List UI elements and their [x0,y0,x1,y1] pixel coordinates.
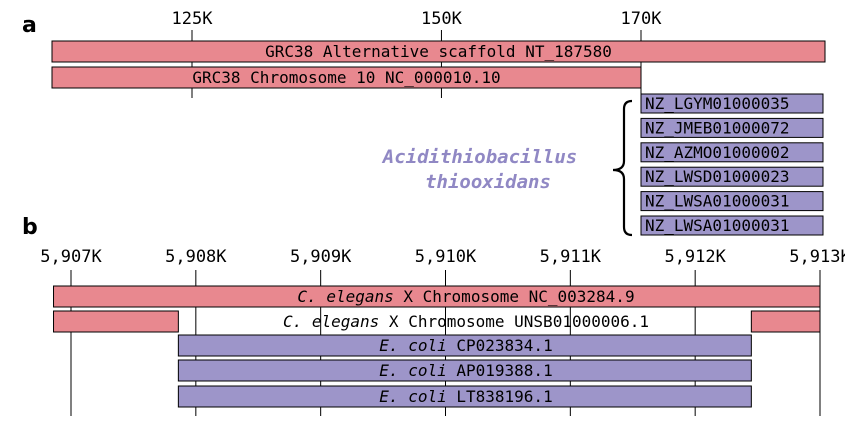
panel-b: b C. elegans X Chromosome NC_003284.9C. … [22,215,845,416]
panel-b-tick-label-3: 5,910K [415,247,477,267]
panel-a-contig-label-2: NZ_AZMO01000002 [645,143,790,162]
panel-b-tick-label-2: 5,909K [290,247,352,267]
species-brace [612,99,633,237]
panel-a-contig-2 [640,142,824,163]
panel-a-label: a [22,13,37,38]
panel-b-bar-label-italic-0: C. elegans [297,287,393,306]
panel-b-bar-4-segment-0 [177,385,752,408]
panel-b-tick-label-5: 5,912K [664,247,726,267]
panel-a-tick-label-0: 125K [172,9,214,29]
panel-b-bar-label-italic-1: C. elegans [283,312,379,331]
panel-a-bars: GRC38 Alternative scaffold NT_187580 GRC3… [51,40,826,89]
panel-a-contig-label-3: NZ_LWSD01000023 [645,167,790,186]
panel-b-bar-label-rest-2: CP023834.1 [447,336,553,355]
panel-a-contig-label-1: NZ_JMEB01000072 [645,118,790,137]
panel-b-bar-label-rest-4: LT838196.1 [447,387,553,406]
panel-b-bar-label-2: E. coli CP023834.1 [379,336,552,355]
species-name-line-1: Acidithiobacillus [381,146,577,168]
panel-b-bar-label-0: C. elegans X Chromosome NC_003284.9 [297,287,634,306]
panel-b-tick-label-1: 5,908K [165,247,227,267]
panel-a-contig-label-0: NZ_LGYM01000035 [645,94,790,113]
panel-b-bar-3-segment-0 [177,359,752,382]
panel-a-contig-label-4: NZ_LWSA01000031 [645,192,790,211]
panel-a-contig-label-5: NZ_LWSA01000031 [645,216,790,235]
species-name-line-2: thiooxidans [425,171,551,193]
panel-b-tick-label-4: 5,911K [540,247,602,267]
panel-b-bar-label-rest-3: AP019388.1 [447,361,553,380]
panel-b-bar-label-italic-4: E. coli [379,387,446,406]
panel-a-contig-4 [640,191,824,212]
panel-b-bar-label-italic-2: E. coli [379,336,446,355]
panel-b-tick-label-0: 5,907K [40,247,102,267]
panel-a-contig-3 [640,166,824,187]
panel-a-tick-label-1: 150K [421,9,463,29]
panel-b-bar-label-3: E. coli AP019388.1 [379,361,552,380]
panel-b-bar-2-segment-0 [177,334,752,357]
panel-b-bar-label-italic-3: E. coli [379,361,446,380]
panel-b-bar-label-4: E. coli LT838196.1 [379,387,552,406]
panel-b-tick-labels: 5,907K 5,908K 5,909K 5,910K 5,911K 5,912K 5,91… [40,247,845,267]
panel-a-contig-0 [640,93,824,114]
panel-a-contig-5 [640,215,824,236]
panel-b-bar-1-segment-0 [53,310,179,333]
panel-b-tick-label-6: 5,913K [789,247,845,267]
panel-a-bar-0-segment-0 [51,40,826,63]
panel-b-bar-0-segment-0 [53,285,821,308]
panel-a-bar-label-1: GRC38 Chromosome 10 NC_000010.10 [192,68,500,87]
panel-a: a 125K 150K 170K GRC38 Alternative scaffol… [22,9,826,237]
panel-a-tick-labels: 125K 150K 170K [172,9,663,29]
panel-a-contigs: NZ_LGYM01000035 NZ_JMEB01000072 NZ_AZMO010… [640,93,824,236]
panel-b-bar-label-rest-0: X Chromosome NC_003284.9 [394,287,635,306]
panel-b-bar-label-rest-1: X Chromosome UNSB01000006.1 [379,312,649,331]
panel-a-contig-1 [640,117,824,138]
panel-b-bar-1-segment-1 [750,310,821,333]
panel-b-bar-label-1: C. elegans X Chromosome UNSB01000006.1 [283,312,649,331]
panel-a-bar-1-segment-0 [51,66,642,89]
panel-a-bar-label-0: GRC38 Alternative scaffold NT_187580 [265,42,612,61]
panel-b-bars: C. elegans X Chromosome NC_003284.9C. el… [53,285,821,408]
panel-a-tick-label-2: 170K [621,9,663,29]
panel-b-label: b [22,215,38,240]
